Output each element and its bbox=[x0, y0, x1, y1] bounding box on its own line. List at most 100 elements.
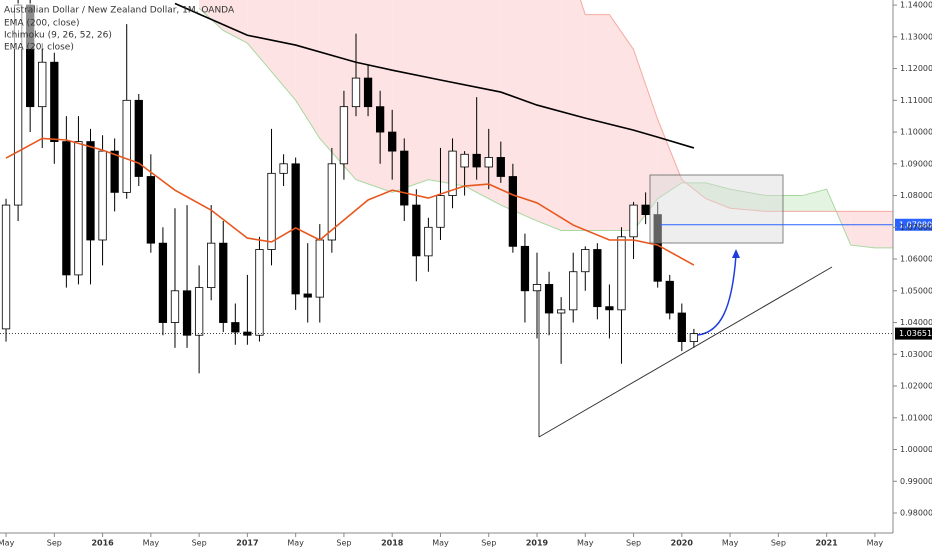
candle-body bbox=[194, 287, 204, 336]
candle-body bbox=[279, 163, 288, 174]
candle-body bbox=[98, 150, 107, 241]
candle-body bbox=[170, 290, 180, 323]
legend-item: EMA (200, close) bbox=[4, 19, 80, 29]
cloud-fill bbox=[428, 0, 465, 187]
candle-body bbox=[146, 176, 155, 244]
candle-body bbox=[641, 204, 650, 215]
candle-body bbox=[303, 293, 312, 298]
x-tick-label: May bbox=[0, 539, 15, 548]
candle-body bbox=[388, 131, 397, 152]
forecast-arrow bbox=[697, 254, 737, 336]
candle-body bbox=[629, 204, 638, 238]
y-tick-label: 1.07000 bbox=[900, 223, 932, 232]
candle-body bbox=[243, 331, 252, 336]
candle-body bbox=[532, 284, 542, 292]
cloud-fill bbox=[355, 0, 393, 193]
candle-body bbox=[436, 195, 445, 228]
candle-body bbox=[255, 249, 264, 336]
candle-body bbox=[50, 61, 59, 142]
cloud-fill bbox=[730, 189, 767, 212]
candle-body bbox=[605, 306, 614, 311]
candle-body bbox=[267, 172, 276, 250]
price-tag-label: 1.03651 bbox=[899, 329, 932, 338]
y-tick-label: 1.02000 bbox=[900, 382, 932, 391]
indicator-line bbox=[174, 2, 695, 149]
y-tick-label: 0.99000 bbox=[900, 477, 932, 486]
y-tick-label: 1.12000 bbox=[900, 64, 932, 73]
cloud-fill bbox=[802, 189, 827, 212]
x-tick-label: Sep bbox=[481, 539, 496, 548]
candle-body bbox=[557, 309, 566, 314]
y-tick-label: 1.04000 bbox=[900, 318, 932, 327]
cloud-layer bbox=[198, 0, 893, 249]
y-tick-label: 1.09000 bbox=[900, 159, 932, 168]
candle-body bbox=[291, 163, 300, 295]
candle-body bbox=[134, 99, 143, 177]
legend-item: EMA (20, close) bbox=[4, 43, 74, 53]
indicator-line bbox=[5, 137, 695, 266]
cloud-span bbox=[579, 0, 893, 212]
candle-body bbox=[315, 239, 324, 298]
candle-body bbox=[86, 141, 95, 241]
trend-line bbox=[538, 266, 833, 438]
legend-item: Ichimoku (9, 26, 52, 26) bbox=[4, 31, 112, 41]
candle-body bbox=[231, 322, 240, 333]
x-tick-label: Sep bbox=[626, 539, 641, 548]
candle-body bbox=[520, 245, 530, 292]
y-tick-label: 0.98000 bbox=[900, 509, 932, 518]
cloud-fill bbox=[295, 0, 320, 139]
candle-body bbox=[110, 150, 119, 193]
candle-body bbox=[460, 153, 469, 168]
cloud-fill bbox=[850, 211, 875, 248]
range-box bbox=[649, 174, 784, 244]
x-tick-label: May bbox=[722, 539, 739, 548]
candle-body bbox=[74, 141, 83, 276]
candle-body bbox=[351, 77, 361, 108]
x-tick-label: May bbox=[432, 539, 449, 548]
cloud-fill bbox=[633, 49, 658, 231]
x-tick-label: Sep bbox=[47, 539, 62, 548]
x-tick-label: May bbox=[143, 539, 160, 548]
arrow-head bbox=[732, 249, 740, 258]
cloud-fill bbox=[247, 0, 296, 101]
y-tick-label: 1.00000 bbox=[900, 445, 932, 454]
price-tag bbox=[895, 218, 932, 231]
candle-body bbox=[484, 157, 493, 168]
y-tick-label: 1.06000 bbox=[900, 255, 932, 264]
x-tick-label: 2018 bbox=[381, 539, 404, 548]
candle-body bbox=[472, 153, 481, 168]
x-tick-label: 2016 bbox=[91, 539, 114, 548]
chart-title: Australian Dollar / New Zealand Dollar, … bbox=[4, 6, 235, 16]
x-tick-label: May bbox=[577, 539, 594, 548]
candle-body bbox=[400, 150, 409, 206]
candle-body bbox=[182, 290, 192, 336]
candle-body bbox=[1, 204, 11, 330]
candle-body bbox=[339, 106, 349, 165]
candle-body bbox=[207, 242, 216, 289]
candle-body bbox=[593, 249, 602, 308]
x-tick-label: Sep bbox=[771, 539, 786, 548]
candle-body bbox=[665, 280, 674, 314]
y-tick-label: 1.01000 bbox=[900, 413, 932, 422]
cloud-fill bbox=[874, 211, 893, 248]
candle-body bbox=[412, 204, 421, 257]
y-tick-label: 1.05000 bbox=[900, 286, 932, 295]
candle-body bbox=[375, 106, 385, 133]
candle-body bbox=[62, 141, 71, 276]
line-layer bbox=[5, 2, 695, 266]
price-lines: 1.07080 1.03651 bbox=[0, 218, 932, 340]
cloud-fill bbox=[766, 195, 803, 212]
candle-body bbox=[448, 150, 457, 196]
y-tick-label: 1.08000 bbox=[900, 191, 932, 200]
cloud-fill bbox=[500, 0, 538, 221]
candle-body bbox=[496, 157, 505, 177]
candle-body bbox=[38, 61, 47, 108]
cloud-fill bbox=[609, 14, 634, 231]
x-tick-label: May bbox=[867, 539, 884, 548]
x-tick-label: Sep bbox=[192, 539, 207, 548]
candle-body bbox=[327, 163, 336, 241]
candle-body bbox=[363, 77, 373, 108]
candle-body bbox=[569, 271, 578, 311]
x-tick-label: 2020 bbox=[671, 539, 694, 548]
x-tick-label: May bbox=[287, 539, 304, 548]
